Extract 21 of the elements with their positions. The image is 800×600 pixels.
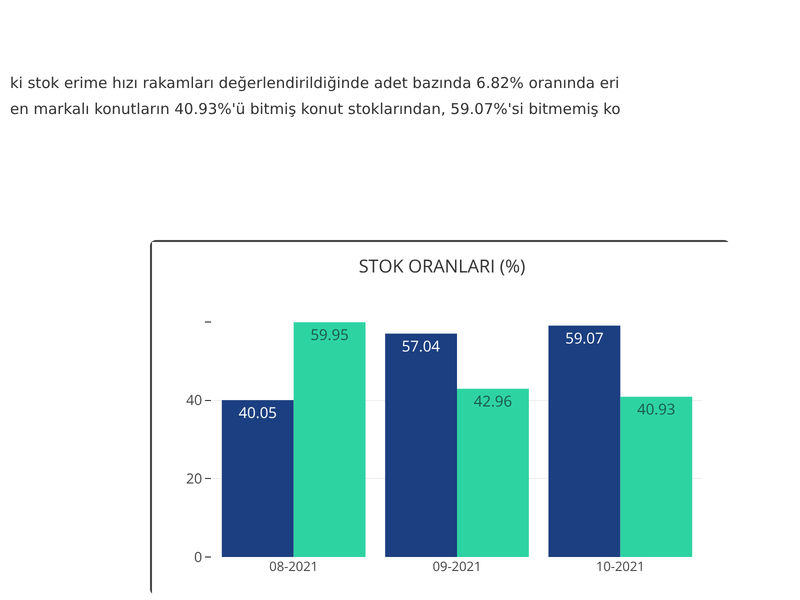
bar [294,322,366,557]
y-tick-label: 40 [186,391,202,410]
x-tick-label: 08-2021 [269,557,318,575]
data-label: 40.05 [238,403,277,424]
x-tick-label: 09-2021 [432,557,482,575]
y-tick-label: 0 [194,548,202,567]
bar [620,396,692,557]
x-tick-label: 10-2021 [596,557,645,575]
y-tick-label: 20 [186,470,202,489]
data-label: 57.04 [402,336,440,357]
bar [457,388,529,557]
data-label: 59.07 [565,328,604,349]
data-label: 59.95 [310,325,349,346]
text: ki stok erime hızı rakamları değerlendirildiğinde adet bazında 6.82% oranında eri [10,73,620,94]
data-label: 40.93 [637,400,676,420]
text: en markalı konutların 40.93%'ü bitmiş konut stoklarından, 59.07%'si bitmemiş ko [10,99,622,120]
bar [222,400,294,557]
data-label: 42.96 [474,392,512,412]
bar [548,326,620,557]
bar [385,334,457,557]
chart-title: STOK ORANLARI (%) [358,254,526,278]
